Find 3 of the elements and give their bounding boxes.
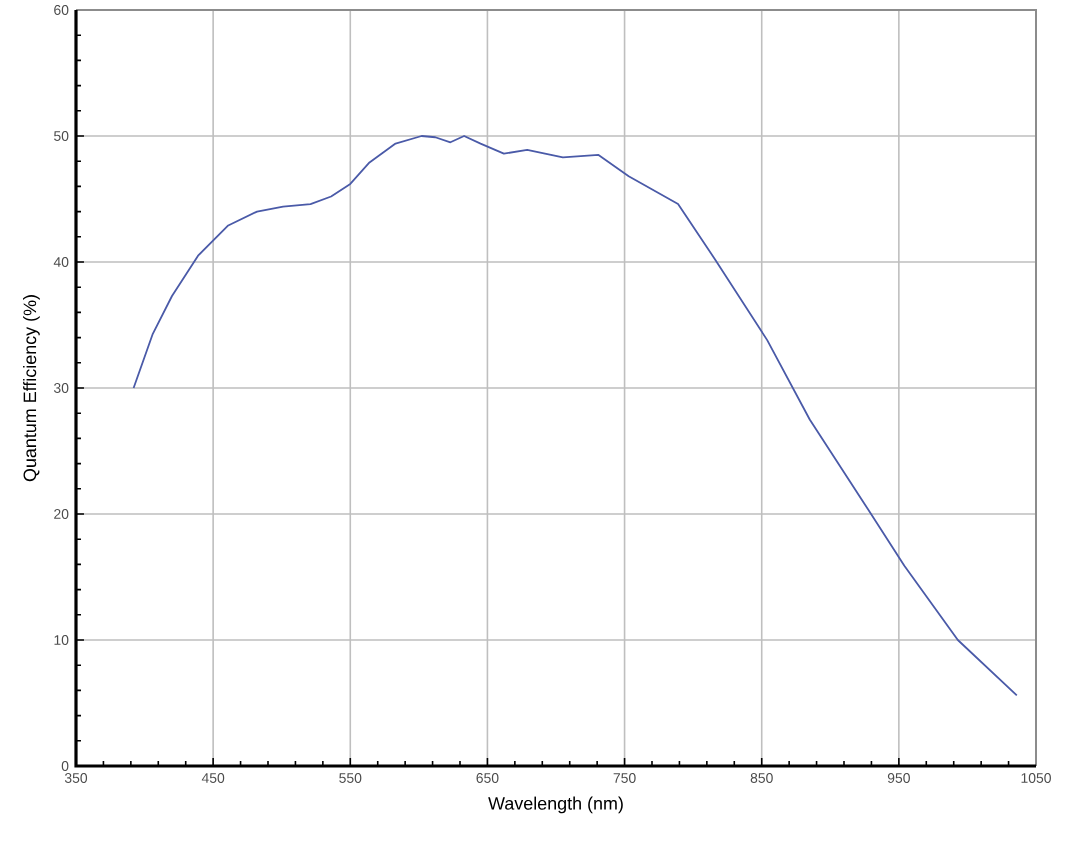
x-axis-title: Wavelength (nm) (488, 796, 623, 814)
y-axis-title: Quantum Efficiency (%) (23, 295, 40, 482)
line-series (132, 135, 1018, 697)
